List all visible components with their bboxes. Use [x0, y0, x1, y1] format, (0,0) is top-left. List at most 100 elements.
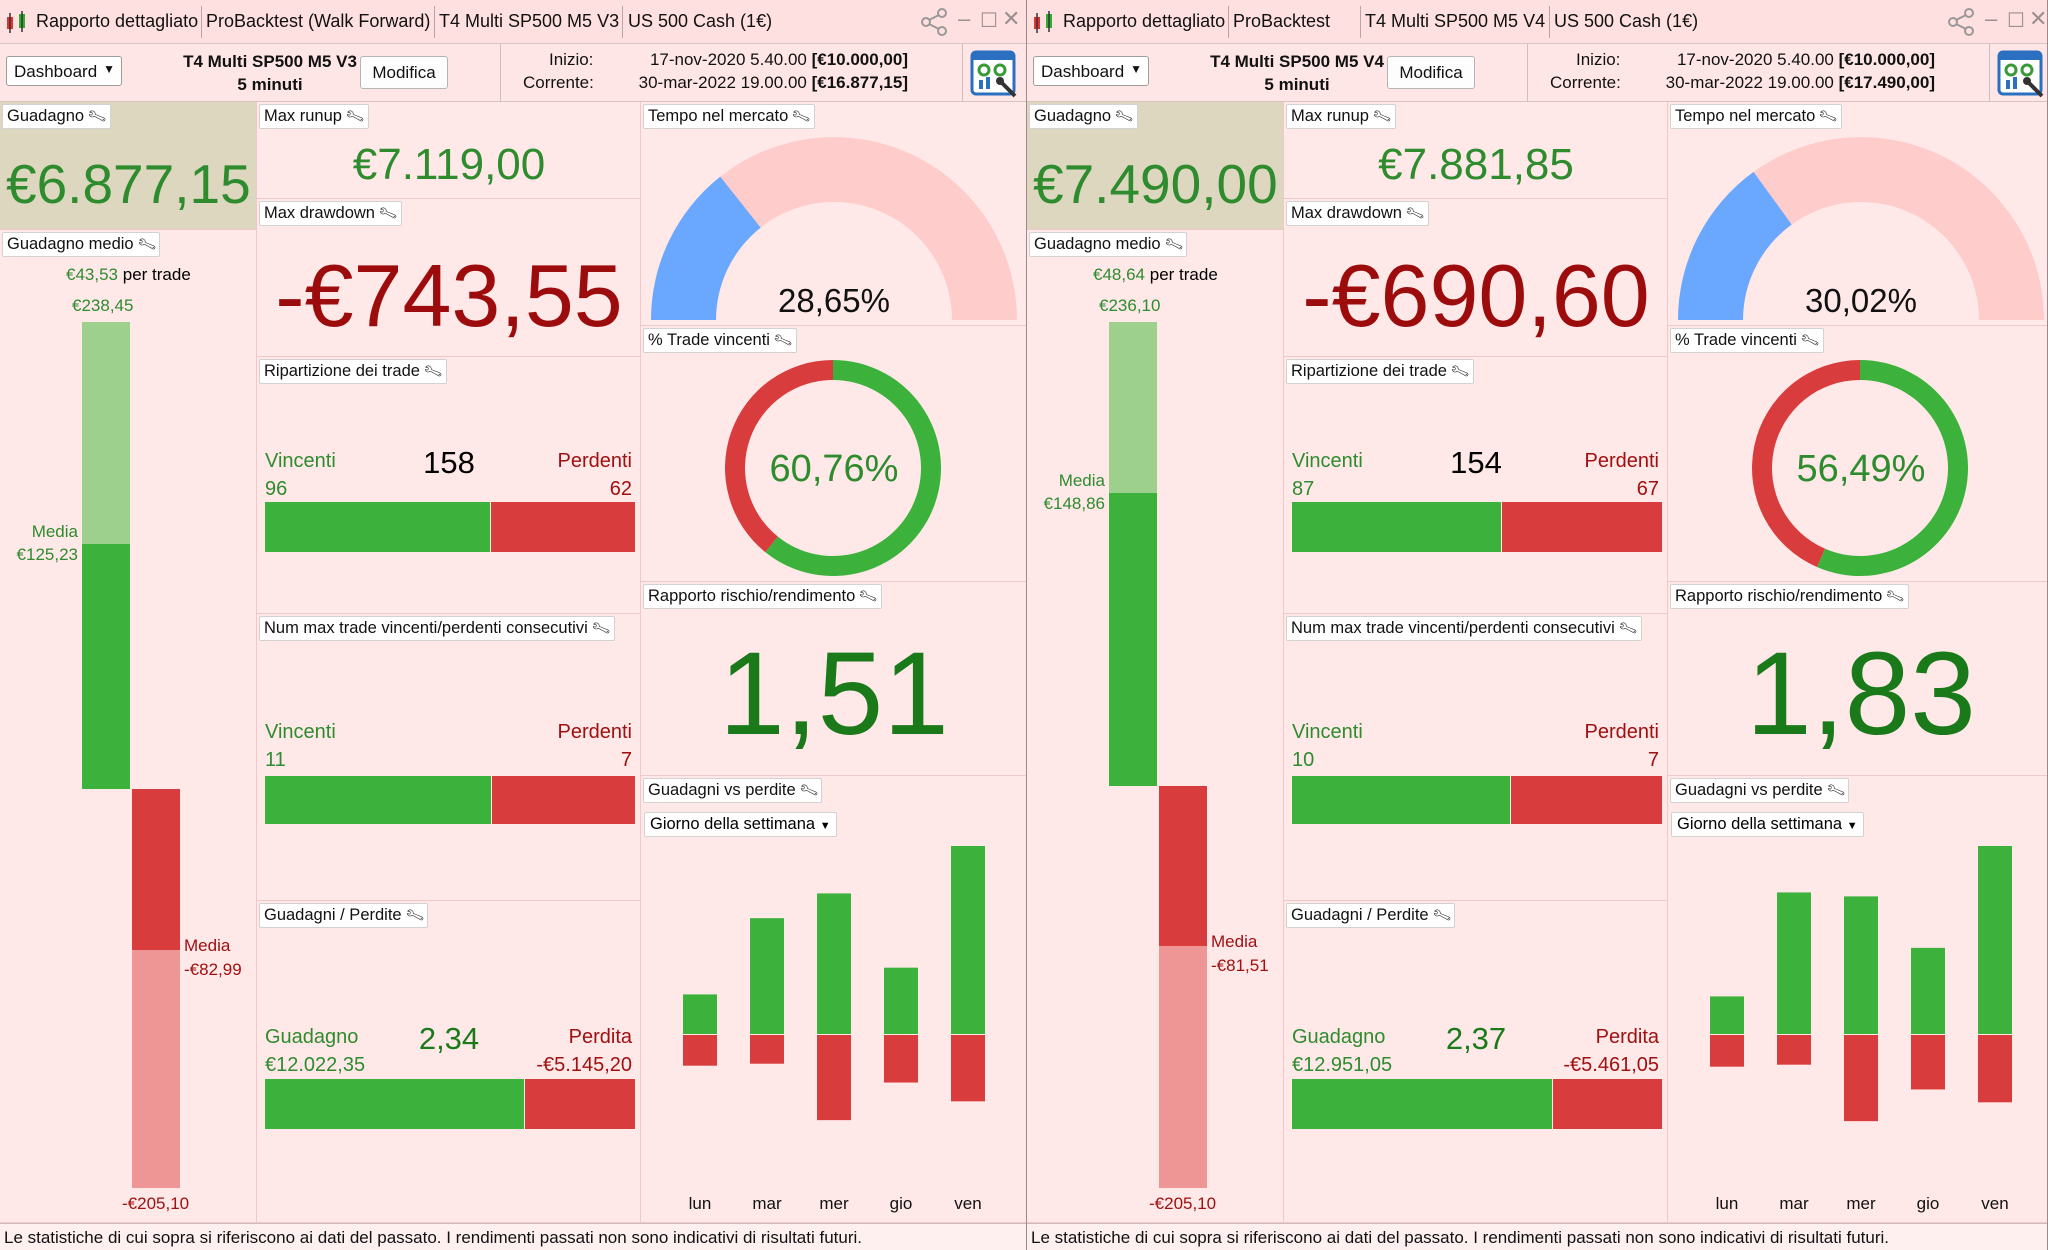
breakdown-win-bar: [265, 502, 490, 552]
consecutive-loss-bar: [492, 776, 635, 824]
max-drawdown-title[interactable]: Max drawdown 🔧︎: [1286, 201, 1429, 226]
title-tab-backtest[interactable]: ProBacktest (Walk Forward): [206, 11, 431, 31]
wrench-icon[interactable]: 🔧︎: [1798, 329, 1821, 351]
wrench-icon[interactable]: 🔧︎: [1430, 904, 1453, 926]
wrench-icon[interactable]: 🔧︎: [135, 233, 158, 255]
wrench-icon[interactable]: 🔧︎: [589, 617, 612, 639]
risk-reward-title[interactable]: Rapporto rischio/rendimento 🔧︎: [643, 584, 883, 609]
risk-reward-title[interactable]: Rapporto rischio/rendimento 🔧︎: [1670, 584, 1910, 609]
current-label: Corrente:: [1550, 73, 1621, 92]
wrench-icon[interactable]: 🔧︎: [1112, 105, 1135, 127]
avg-win-label: Media €148,86: [1043, 471, 1105, 514]
gain-panel: Guadagno 🔧︎ €7.490,00: [1027, 102, 1284, 230]
maximize-icon[interactable]: ☐: [2007, 10, 2025, 32]
gains-vs-losses-title[interactable]: Guadagni vs perdite 🔧︎: [643, 778, 823, 803]
donut-loss-arc: [1752, 360, 1860, 568]
title-tab-strategy[interactable]: T4 Multi SP500 M5 V3: [439, 11, 620, 31]
wrench-icon[interactable]: 🔧︎: [1403, 202, 1426, 224]
win-pct-title[interactable]: % Trade vincenti 🔧︎: [1670, 328, 1824, 353]
wrench-icon[interactable]: 🔧︎: [376, 202, 399, 224]
wrench-icon[interactable]: 🔧︎: [343, 105, 366, 127]
max-runup-title[interactable]: Max runup 🔧︎: [1286, 104, 1396, 129]
wrench-icon[interactable]: 🔧︎: [403, 904, 426, 926]
minimize-icon[interactable]: –: [958, 6, 971, 31]
gains-vs-losses-panel: Guadagni vs perdite 🔧︎ Giorno della setti…: [641, 776, 1026, 1223]
risk-reward-panel: Rapporto rischio/rendimento 🔧︎ 1,51: [641, 582, 1026, 776]
title-tab-report[interactable]: Rapporto dettagliato: [1063, 11, 1226, 31]
x-tick-ven: ven: [954, 1194, 982, 1213]
wrench-icon[interactable]: 🔧︎: [1883, 585, 1907, 607]
wrench-icon[interactable]: 🔧︎: [1448, 360, 1471, 382]
gain-loss-panel: Guadagni / Perdite 🔧︎ Guadagno €12.022,35 …: [257, 901, 641, 1223]
wrench-icon[interactable]: 🔧︎: [1616, 617, 1639, 639]
wrench-icon[interactable]: 🔧︎: [1162, 233, 1185, 255]
minimize-icon[interactable]: –: [1985, 6, 1998, 31]
donut-loss-arc: [725, 360, 833, 553]
gl-ratio: 2,37: [1445, 1021, 1507, 1056]
max-drawdown-panel: Max drawdown 🔧︎ -€743,55: [257, 199, 641, 357]
edit-button[interactable]: Modifica: [360, 56, 448, 89]
consecutive-win-bar: [1292, 776, 1510, 824]
title-tab-backtest[interactable]: ProBacktest: [1233, 11, 1331, 31]
wrench-icon[interactable]: 🔧︎: [1816, 105, 1840, 127]
wrench-icon[interactable]: 🔧︎: [421, 360, 444, 382]
gain-loss-title[interactable]: Guadagni / Perdite 🔧︎: [259, 903, 429, 928]
close-icon[interactable]: ✕: [2029, 6, 2048, 31]
gl-loss: Perdita -€5.461,05: [1563, 1026, 1659, 1076]
max-runup-title[interactable]: Max runup 🔧︎: [259, 104, 369, 129]
gain-loss-title[interactable]: Guadagni / Perdite 🔧︎: [1286, 903, 1456, 928]
wrench-icon[interactable]: 🔧︎: [797, 779, 820, 801]
wrench-icon[interactable]: 🔧︎: [85, 105, 108, 127]
share-icon[interactable]: [1947, 8, 1977, 36]
wrench-icon[interactable]: 🔧︎: [771, 329, 794, 351]
dashboard-dropdown[interactable]: Dashboard ▼: [1033, 56, 1149, 86]
consecutive-loss: Perdenti 7: [557, 721, 633, 771]
current-value: 30-mar-2022 19.00.00 [€16.877,15]: [638, 73, 908, 92]
time-in-market-title[interactable]: Tempo nel mercato 🔧︎: [1670, 104, 1843, 129]
breakdown-title[interactable]: Ripartizione dei trade 🔧︎: [1286, 359, 1474, 384]
share-icon[interactable]: [920, 8, 950, 36]
title-tab-report[interactable]: Rapporto dettagliato: [36, 11, 199, 31]
gauge-fill: [651, 176, 761, 320]
consecutive-title[interactable]: Num max trade vincenti/perdenti consecut…: [1286, 616, 1642, 641]
win-pct-title[interactable]: % Trade vincenti 🔧︎: [643, 328, 797, 353]
chevron-down-icon: ▼: [1846, 820, 1858, 832]
gains-vs-losses-title[interactable]: Guadagni vs perdite 🔧︎: [1670, 778, 1850, 803]
loss-bar-mer: [817, 1035, 851, 1121]
gain-title[interactable]: Guadagno 🔧︎: [2, 104, 111, 129]
avg-loss-bar: [132, 789, 180, 951]
win-pct-panel: % Trade vincenti 🔧︎ 56,49%: [1668, 326, 2047, 582]
consecutive-panel: Num max trade vincenti/perdenti consecut…: [1284, 614, 1668, 901]
breakdown-loss-bar: [1502, 502, 1662, 552]
close-icon[interactable]: ✕: [1002, 6, 1021, 31]
title-tab-instrument[interactable]: US 500 Cash (1€): [628, 11, 773, 31]
max-drawdown-title[interactable]: Max drawdown 🔧︎: [259, 201, 402, 226]
wrench-icon[interactable]: 🔧︎: [789, 105, 813, 127]
wrench-icon[interactable]: 🔧︎: [856, 585, 880, 607]
gl-loss: Perdita -€5.145,20: [536, 1026, 632, 1076]
weekday-dropdown[interactable]: Giorno della settimana ▼: [644, 812, 837, 837]
disclaimer-footer: Le statistiche di cui sopra si riferisco…: [0, 1223, 1026, 1250]
title-tab-instrument[interactable]: US 500 Cash (1€): [1554, 11, 1699, 31]
consecutive-title[interactable]: Num max trade vincenti/perdenti consecut…: [259, 616, 615, 641]
gain-bar-ven: [951, 846, 985, 1034]
loss-bar-ven: [1978, 1035, 2012, 1103]
time-in-market-title[interactable]: Tempo nel mercato 🔧︎: [643, 104, 816, 129]
maximize-icon[interactable]: ☐: [980, 10, 998, 32]
report-settings-icon[interactable]: [969, 46, 1019, 100]
breakdown-title[interactable]: Ripartizione dei trade 🔧︎: [259, 359, 447, 384]
report-settings-icon[interactable]: [1996, 46, 2046, 100]
weekday-dropdown[interactable]: Giorno della settimana ▼: [1671, 812, 1864, 837]
gain-title[interactable]: Guadagno 🔧︎: [1029, 104, 1138, 129]
gain-bar-lun: [1710, 996, 1744, 1034]
dashboard-dropdown[interactable]: Dashboard ▼: [6, 56, 122, 86]
avg-min-label: -€205,10: [122, 1194, 190, 1213]
avg-gain-title[interactable]: Guadagno medio 🔧︎: [1029, 232, 1188, 257]
edit-button[interactable]: Modifica: [1387, 56, 1475, 89]
gains-vs-losses-panel: Guadagni vs perdite 🔧︎ Giorno della setti…: [1668, 776, 2047, 1223]
wrench-icon[interactable]: 🔧︎: [1824, 779, 1847, 801]
title-tab-strategy[interactable]: T4 Multi SP500 M5 V4: [1365, 11, 1546, 31]
avg-gain-title[interactable]: Guadagno medio 🔧︎: [2, 232, 161, 257]
breakdown-loss: Perdenti 62: [557, 450, 633, 500]
wrench-icon[interactable]: 🔧︎: [1370, 105, 1393, 127]
